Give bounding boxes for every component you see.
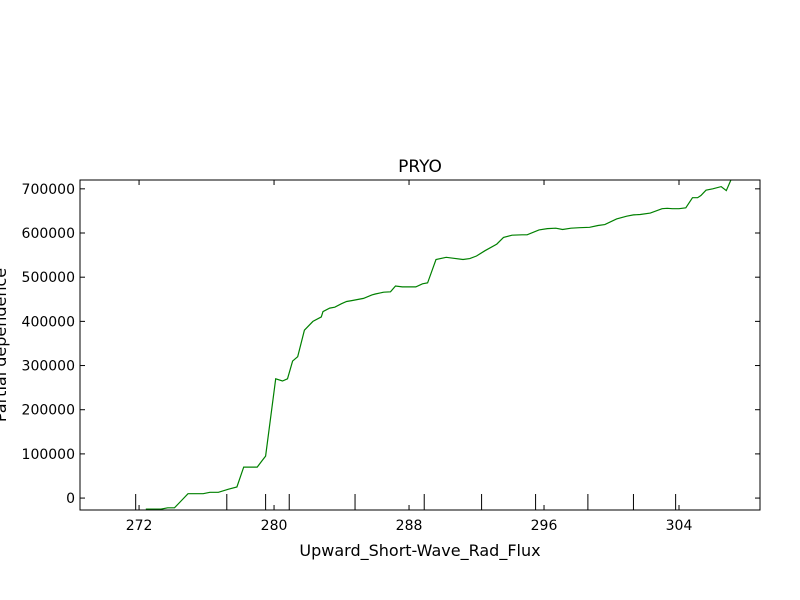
y-tick-label: 100000	[22, 447, 75, 463]
y-tick-label: 700000	[22, 182, 75, 198]
chart-title: PRYO	[398, 157, 442, 177]
plot-frame	[79, 179, 761, 511]
y-tick-label: 400000	[22, 314, 75, 330]
series-line-0	[145, 180, 732, 510]
y-axis-label: Partial dependence	[0, 268, 10, 422]
y-tick-label: 600000	[22, 226, 75, 242]
ticks-layer: 272 280 288 296 304 0 100000 200000 300000 400000…	[22, 180, 760, 534]
y-tick-label: 0	[66, 491, 75, 507]
y-tick-label: 500000	[22, 270, 75, 286]
x-tick-label: 304	[666, 518, 693, 534]
y-tick-label: 200000	[22, 403, 75, 419]
plot-area	[80, 180, 760, 510]
series-layer	[145, 180, 732, 510]
x-axis-label: Upward_Short-Wave_Rad_Flux	[299, 541, 540, 561]
y-tick-label: 300000	[22, 359, 75, 375]
rug-layer	[135, 494, 677, 510]
x-tick-label: 288	[396, 518, 423, 534]
x-tick-label: 280	[261, 518, 288, 534]
x-tick-label: 272	[126, 518, 153, 534]
x-tick-label: 296	[531, 518, 558, 534]
